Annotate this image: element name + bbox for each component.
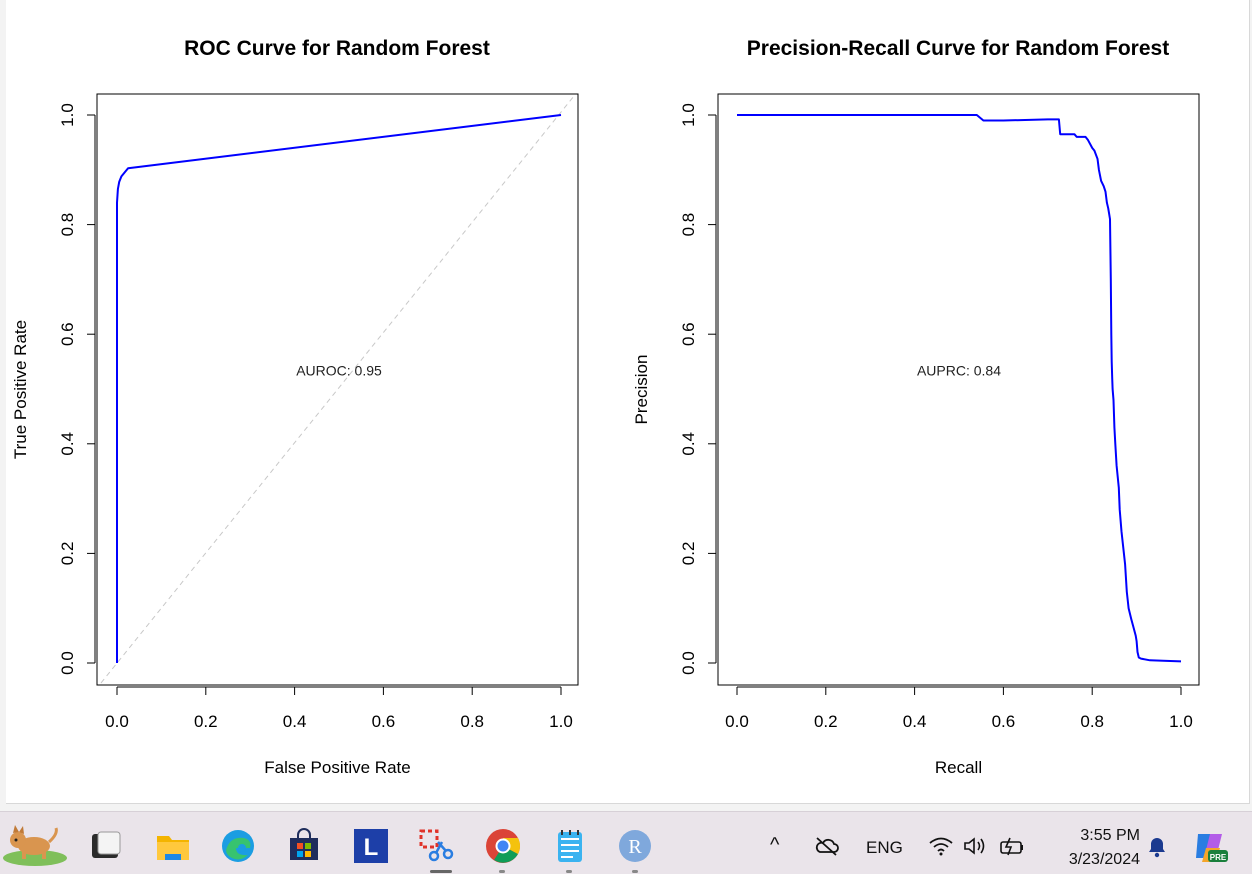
l-app-letter: L	[364, 834, 379, 861]
y-tick-label: 0.4	[679, 432, 698, 456]
store-icon[interactable]	[286, 828, 322, 864]
x-tick-label: 0.2	[194, 712, 218, 731]
system-clock[interactable]: 3:55 PM 3/23/2024	[1040, 824, 1140, 872]
notepad-icon[interactable]	[552, 828, 588, 864]
running-indicator	[499, 870, 505, 873]
y-tick-label: 0.6	[679, 322, 698, 346]
x-tick-label: 0.8	[1080, 712, 1104, 731]
y-tick-label: 0.0	[679, 651, 698, 675]
wifi-icon[interactable]	[928, 836, 954, 861]
y-tick-label: 0.4	[58, 432, 77, 456]
clock-time: 3:55 PM	[1080, 827, 1140, 844]
volume-icon[interactable]	[962, 836, 988, 861]
y-tick-label: 0.2	[58, 542, 77, 566]
y-axis-label: Precision	[632, 355, 651, 425]
terminal-icon[interactable]	[88, 828, 124, 864]
x-tick-label: 0.0	[725, 712, 749, 731]
chart-annotation: AUPRC: 0.84	[917, 362, 1001, 378]
series-line	[116, 114, 562, 663]
x-tick-label: 1.0	[549, 712, 573, 731]
x-axis-label: Recall	[935, 758, 982, 777]
y-tick-label: 0.8	[58, 213, 77, 237]
chart-canvas: ROC Curve for Random Forest 0.0 0.2 0.4 0.6 0…	[11, 37, 1200, 777]
y-tick-label: 0.0	[58, 651, 77, 675]
edge-icon[interactable]	[220, 828, 256, 864]
copilot-icon[interactable]: PRE	[1192, 830, 1230, 869]
onedrive-offline-icon[interactable]	[814, 836, 840, 861]
chart-annotation: AUROC: 0.95	[296, 362, 382, 378]
battery-charging-icon[interactable]	[998, 836, 1026, 861]
plot-frame	[717, 93, 1200, 686]
notification-bell-icon[interactable]	[1146, 836, 1168, 863]
diagonal-reference-line	[100, 95, 575, 684]
show-hidden-icons-chevron[interactable]: ^	[770, 834, 780, 856]
y-tick-label: 0.8	[679, 213, 698, 237]
x-tick-label: 0.6	[372, 712, 396, 731]
x-tick-label: 0.6	[992, 712, 1016, 731]
taskbar: L R ^ ENG 3:55 PM 3/23/2024	[0, 811, 1252, 874]
x-tick-label: 0.4	[283, 712, 307, 731]
running-indicator	[430, 870, 452, 873]
plot-window: ROC Curve for Random Forest 0.0 0.2 0.4 0.6 0…	[6, 0, 1250, 804]
chart-title: Precision-Recall Curve for Random Forest	[747, 37, 1169, 60]
snipping-tool-icon[interactable]	[418, 828, 454, 864]
x-tick-label: 0.4	[903, 712, 927, 731]
clock-date: 3/23/2024	[1068, 851, 1140, 868]
language-indicator[interactable]: ENG	[866, 838, 903, 857]
chart-title: ROC Curve for Random Forest	[184, 37, 490, 60]
y-tick-label: 1.0	[679, 103, 698, 127]
x-axis-label: False Positive Rate	[264, 758, 410, 777]
x-tick-label: 0.2	[814, 712, 838, 731]
y-tick-label: 0.6	[58, 322, 77, 346]
y-tick-label: 0.2	[679, 542, 698, 566]
l-app-icon[interactable]: L	[353, 828, 389, 864]
dog-widget-icon[interactable]	[2, 822, 68, 866]
chrome-icon[interactable]	[485, 828, 521, 864]
plot-frame	[96, 93, 579, 686]
running-indicator	[566, 870, 572, 873]
copilot-badge: PRE	[1210, 853, 1227, 862]
running-indicator	[632, 870, 638, 873]
file-explorer-icon[interactable]	[155, 828, 191, 864]
x-tick-label: 0.0	[105, 712, 129, 731]
y-axis-label: True Positive Rate	[11, 320, 30, 459]
x-tick-label: 1.0	[1169, 712, 1193, 731]
r-icon[interactable]: R	[617, 828, 653, 864]
r-icon-letter: R	[628, 836, 642, 858]
y-tick-label: 1.0	[58, 103, 77, 127]
x-tick-label: 0.8	[460, 712, 484, 731]
series-line	[737, 114, 1182, 663]
